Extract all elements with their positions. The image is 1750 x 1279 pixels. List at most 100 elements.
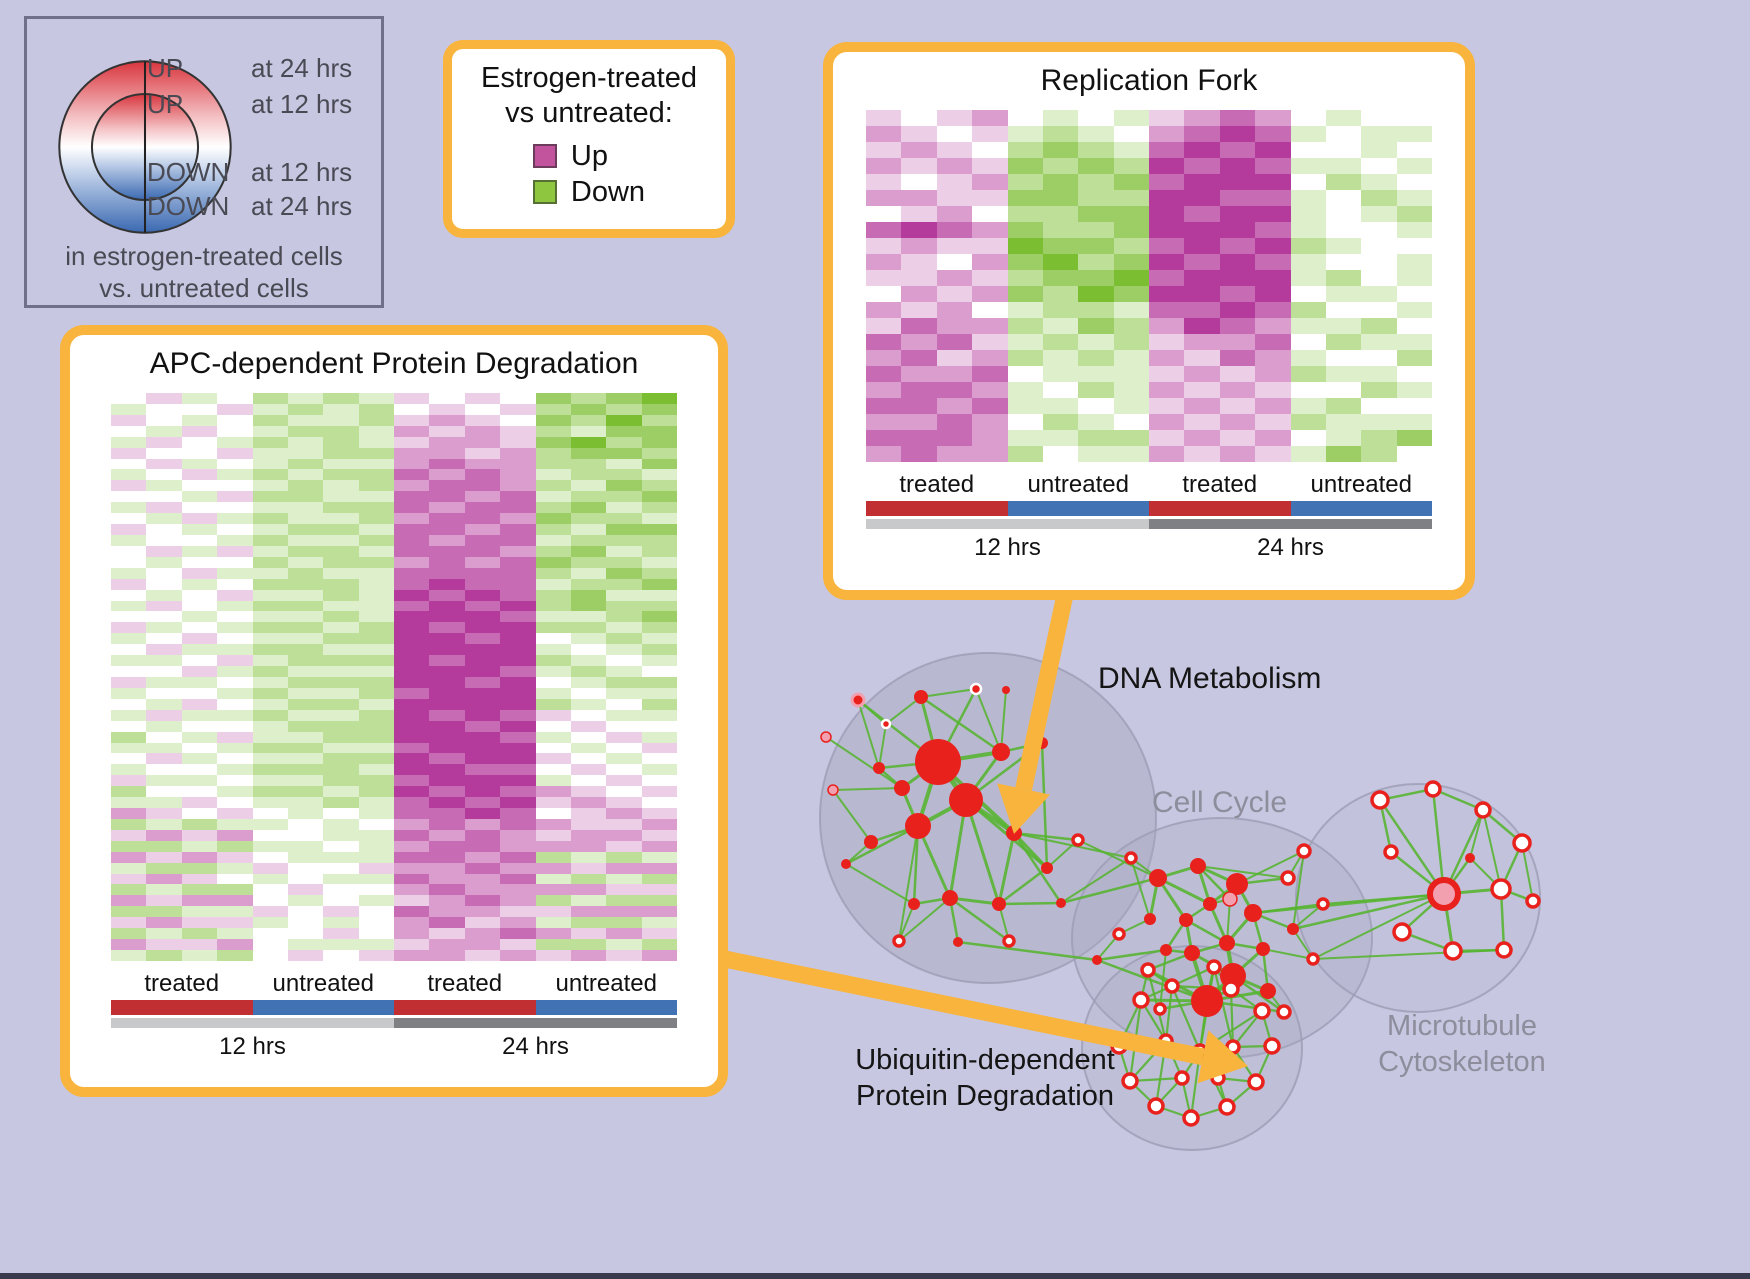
heatmap-cell bbox=[866, 302, 902, 318]
heatmap-cell bbox=[111, 709, 147, 721]
heatmap-cell bbox=[1113, 302, 1149, 318]
heatmap-row bbox=[866, 206, 1432, 222]
heatmap-cell bbox=[1255, 430, 1291, 446]
heatmap-cell bbox=[641, 622, 677, 634]
heatmap-cell bbox=[1149, 334, 1185, 350]
heatmap-cell bbox=[252, 666, 288, 677]
heatmap-cell bbox=[394, 491, 430, 503]
heatmap-cell bbox=[287, 939, 324, 951]
heatmap-cell bbox=[641, 687, 677, 699]
heatmap-cell bbox=[1113, 206, 1149, 222]
heatmap-cell bbox=[1361, 430, 1397, 446]
heatmap-cell bbox=[641, 709, 677, 721]
heatmap-cell bbox=[323, 600, 359, 612]
heatmap-cell bbox=[287, 403, 324, 415]
heatmap-row bbox=[111, 862, 677, 874]
heatmap-cell bbox=[146, 393, 182, 404]
heatmap-cell bbox=[1078, 142, 1114, 158]
heatmap-cell bbox=[1290, 254, 1326, 270]
heatmap-cell bbox=[217, 644, 253, 656]
heatmap-cell bbox=[1255, 238, 1291, 254]
heatmap-cell bbox=[1396, 254, 1432, 270]
heatmap-cell bbox=[1007, 158, 1043, 174]
heatmap-cell bbox=[429, 797, 465, 809]
heatmap-cell bbox=[111, 524, 147, 535]
heatmap-cell bbox=[1255, 206, 1291, 222]
heatmap-cell bbox=[111, 414, 147, 426]
heatmap-cell bbox=[901, 334, 937, 350]
heatmap-cell bbox=[1396, 430, 1432, 446]
heatmap-cell bbox=[570, 873, 607, 885]
heatmap-cell bbox=[1290, 414, 1326, 430]
heatmap-cell bbox=[641, 644, 677, 656]
heatmap-cell bbox=[287, 742, 324, 754]
heatmap-cell bbox=[394, 928, 430, 940]
heatmap-cell bbox=[1007, 126, 1043, 142]
heatmap-cell bbox=[866, 318, 902, 334]
heatmap-cell bbox=[111, 578, 147, 590]
heatmap-cell bbox=[429, 644, 465, 656]
heatmap-cell bbox=[1325, 318, 1362, 334]
network-edge bbox=[832, 787, 903, 791]
heatmap-cell bbox=[866, 366, 902, 382]
heatmap-cell bbox=[535, 873, 571, 885]
heatmap-cell bbox=[641, 895, 677, 907]
heatmap-cell bbox=[217, 851, 253, 863]
heatmap-cell bbox=[1219, 334, 1256, 350]
estrogen-legend-items: Up Down bbox=[532, 140, 645, 209]
heatmap-cell bbox=[217, 895, 253, 907]
label-at-24hrs-up: at 24 hrs bbox=[251, 53, 353, 83]
heatmap-cell bbox=[1042, 126, 1079, 142]
heatmap-cell bbox=[1007, 350, 1043, 366]
heatmap-cell bbox=[1184, 366, 1220, 382]
heatmap-cell bbox=[111, 567, 147, 579]
heatmap-cell bbox=[1255, 366, 1291, 382]
heatmap-cell bbox=[252, 862, 288, 874]
heatmap-cell bbox=[1042, 446, 1079, 462]
heatmap-cell bbox=[500, 895, 536, 907]
heatmap-cell bbox=[641, 808, 677, 819]
heatmap-cell bbox=[217, 698, 253, 710]
heatmap-cell bbox=[181, 655, 218, 667]
heatmap-cell bbox=[217, 534, 253, 546]
heatmap-cell bbox=[1078, 382, 1114, 398]
heatmap-cell bbox=[111, 480, 147, 492]
heatmap-cell bbox=[1361, 302, 1397, 318]
heatmap-cell bbox=[394, 764, 430, 776]
heatmap-cell bbox=[181, 687, 218, 699]
heatmap-cell bbox=[287, 687, 324, 699]
group-label-untreated-24: untreated bbox=[1310, 471, 1412, 498]
heatmap-cell bbox=[252, 808, 288, 819]
heatmap-cell bbox=[606, 753, 642, 765]
heatmap-cell bbox=[606, 447, 642, 459]
heatmap-cell bbox=[217, 611, 253, 623]
heatmap-cell bbox=[972, 126, 1008, 142]
heatmap-cell bbox=[358, 578, 394, 590]
heatmap-cell bbox=[181, 556, 218, 568]
heatmap-cell bbox=[323, 829, 359, 841]
heatmap-cell bbox=[535, 393, 571, 404]
heatmap-cell bbox=[146, 534, 182, 546]
heatmap-cell bbox=[287, 928, 324, 940]
heatmap-cell bbox=[606, 698, 642, 710]
heatmap-cell bbox=[1007, 270, 1043, 286]
heatmap-cell bbox=[287, 458, 324, 470]
heatmap-row bbox=[111, 425, 677, 437]
heatmap-cell bbox=[429, 731, 465, 743]
heatmap-cell bbox=[394, 731, 430, 743]
heatmap-cell bbox=[146, 775, 182, 787]
heatmap-cell bbox=[866, 110, 902, 126]
heatmap-cell bbox=[535, 578, 571, 590]
heatmap-cell bbox=[535, 513, 571, 525]
heatmap-cell bbox=[606, 567, 642, 579]
heatmap-cell bbox=[252, 425, 288, 437]
heatmap-cell bbox=[606, 786, 642, 798]
heatmap-cell bbox=[641, 676, 677, 688]
heatmap-cell bbox=[287, 818, 324, 830]
heatmap-cell bbox=[287, 567, 324, 579]
heatmap-cell bbox=[606, 928, 642, 940]
heatmap-row bbox=[111, 414, 677, 426]
heatmap-cell bbox=[972, 142, 1008, 158]
heatmap-cell bbox=[1290, 430, 1326, 446]
heatmap-cell bbox=[464, 687, 501, 699]
